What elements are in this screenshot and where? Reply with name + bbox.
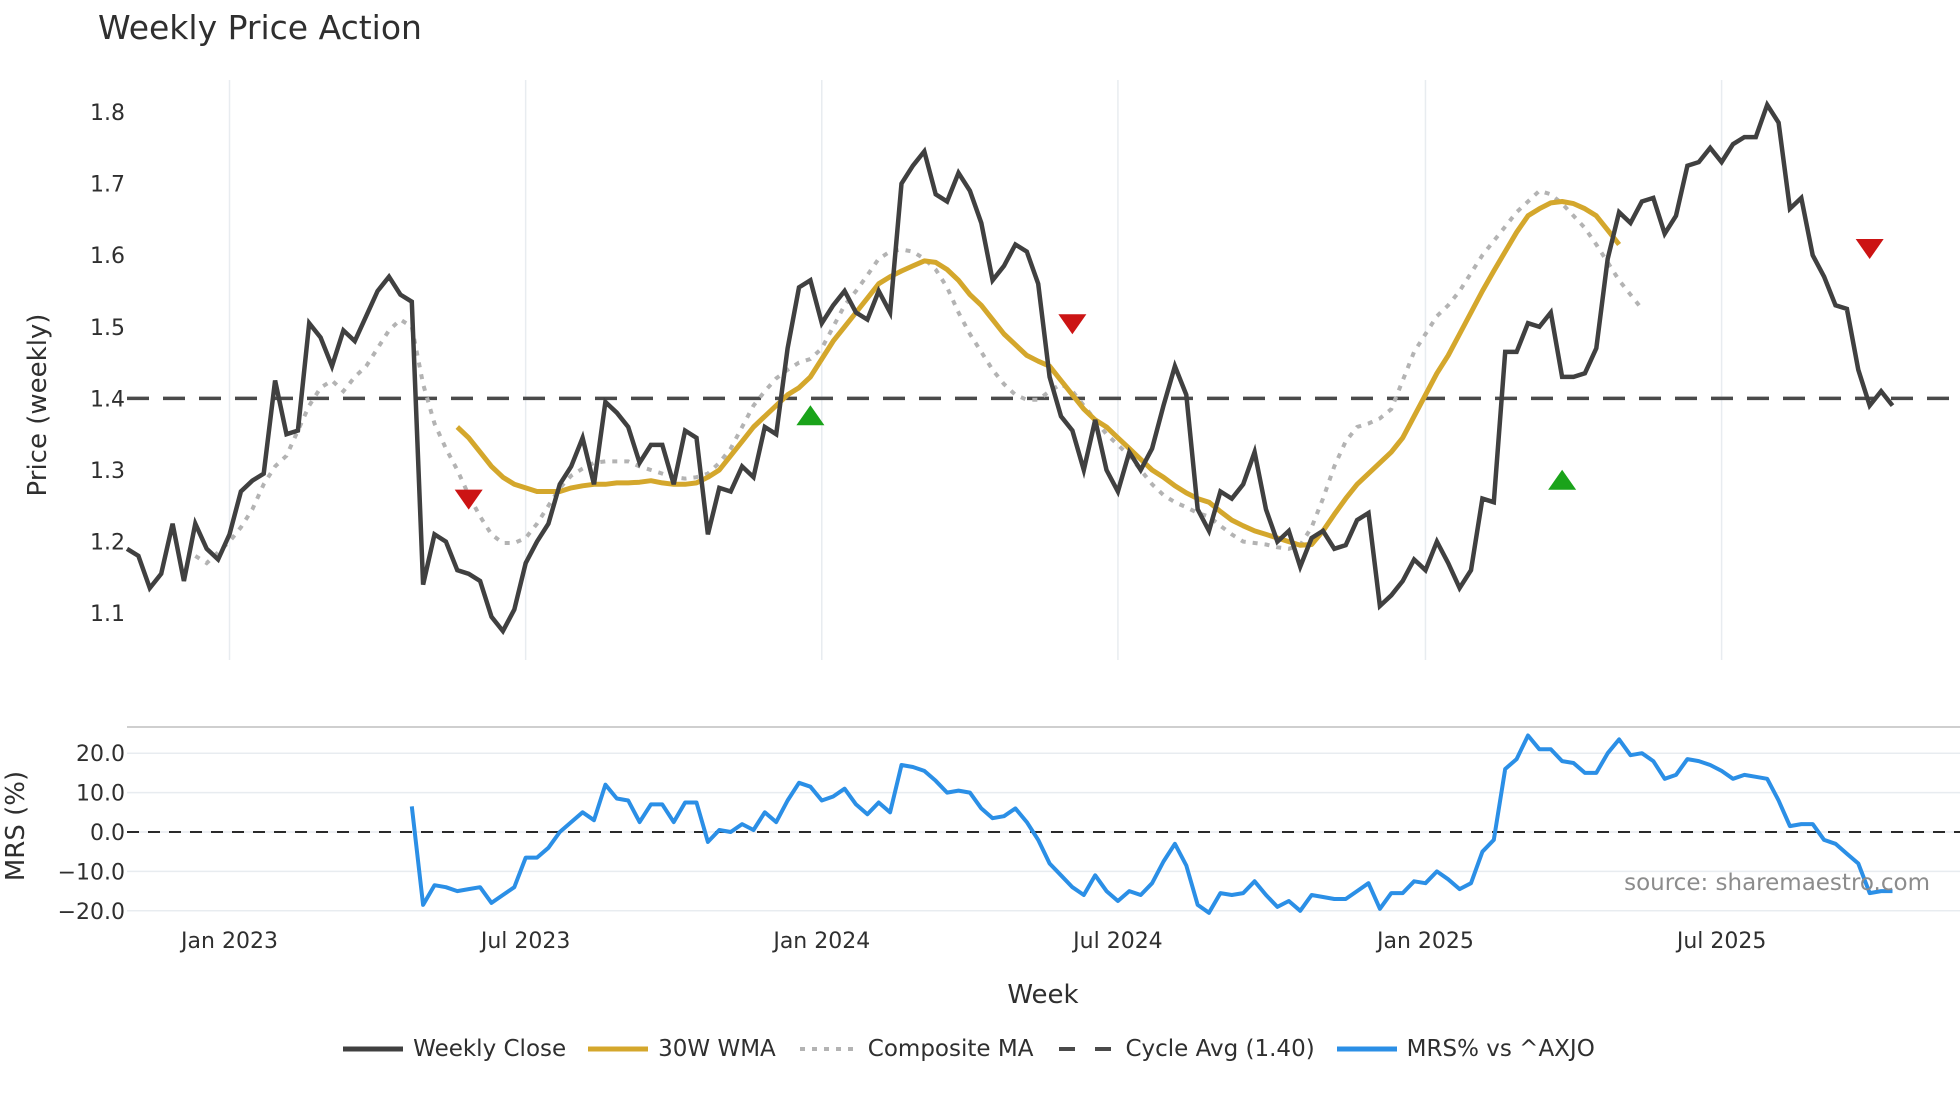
mrs-y-axis-label: MRS (%) (1, 771, 31, 881)
price-y-tick-label: 1.6 (90, 244, 125, 269)
mrs-y-tick-label: −10.0 (58, 860, 125, 885)
x-tick-label: Jan 2023 (179, 929, 278, 954)
legend-label: Composite MA (867, 1036, 1034, 1062)
x-axis-label: Week (1007, 980, 1078, 1010)
cycle-avg-swatch-icon (1059, 1047, 1116, 1051)
legend-label: Cycle Avg (1.40) (1125, 1036, 1315, 1062)
mrs-y-ticks: 20.0 10.0 0.0 −10.0 −20.0 (58, 742, 125, 925)
x-tick-label: Jul 2024 (1071, 929, 1163, 954)
sell-signal-triangle-down-icon (1058, 314, 1087, 335)
price-y-tick-label: 1.1 (90, 602, 125, 627)
legend-item-weekly-close[interactable]: Weekly Close (343, 1036, 566, 1062)
price-y-tick-label: 1.2 (90, 531, 125, 556)
legend-label: MRS% vs ^AXJO (1406, 1036, 1595, 1062)
price-grid (228, 80, 1723, 660)
weekly-close-swatch-icon (343, 1046, 404, 1052)
wma-30w-line (455, 199, 1622, 548)
legend-item-wma[interactable]: 30W WMA (588, 1036, 776, 1062)
price-y-tick-label: 1.4 (90, 387, 125, 412)
x-ticks: Jan 2023 Jul 2023 Jan 2024 Jul 2024 Jan 2025… (179, 929, 1766, 954)
legend-item-composite-ma[interactable]: Composite MA (798, 1036, 1034, 1062)
legend-label: 30W WMA (658, 1036, 776, 1062)
signal-markers (454, 239, 1884, 510)
sell-signal-triangle-down-icon (454, 489, 483, 510)
price-y-tick-label: 1.5 (90, 316, 125, 341)
price-y-tick-label: 1.8 (90, 101, 125, 126)
mrs-line (409, 733, 1893, 915)
sell-signal-triangle-down-icon (1855, 239, 1884, 260)
legend-item-mrs[interactable]: MRS% vs ^AXJO (1336, 1036, 1595, 1062)
mrs-y-tick-label: 0.0 (90, 821, 125, 846)
legend: Weekly Close 30W WMA Composite MA Cycle … (0, 1036, 1960, 1062)
price-y-tick-label: 1.7 (90, 173, 125, 198)
x-tick-label: Jul 2025 (1675, 929, 1767, 954)
source-annotation: source: sharemaestro.com (1624, 870, 1930, 896)
chart-title: Weekly Price Action (98, 8, 422, 47)
legend-item-cycle-avg[interactable]: Cycle Avg (1.40) (1055, 1036, 1315, 1062)
x-tick-label: Jan 2025 (1375, 929, 1474, 954)
mrs-y-tick-label: 10.0 (76, 782, 125, 807)
buy-signal-triangle-up-icon (796, 405, 825, 426)
price-y-axis-label: Price (weekly) (23, 314, 53, 497)
composite-ma-swatch-icon (799, 1047, 856, 1051)
price-y-tick-label: 1.3 (90, 459, 125, 484)
legend-label: Weekly Close (413, 1036, 567, 1062)
x-tick-label: Jan 2024 (771, 929, 870, 954)
wma-swatch-icon (588, 1046, 649, 1052)
mrs-y-tick-label: −20.0 (58, 900, 125, 925)
mrs-swatch-icon (1336, 1046, 1397, 1052)
price-y-ticks: 1.8 1.7 1.6 1.5 1.4 1.3 1.2 1.1 (90, 101, 125, 627)
composite-ma-line (194, 188, 1644, 566)
weekly-close-line (125, 99, 1895, 636)
mrs-y-tick-label: 20.0 (76, 742, 125, 767)
x-tick-label: Jul 2023 (479, 929, 571, 954)
buy-signal-triangle-up-icon (1548, 469, 1577, 490)
